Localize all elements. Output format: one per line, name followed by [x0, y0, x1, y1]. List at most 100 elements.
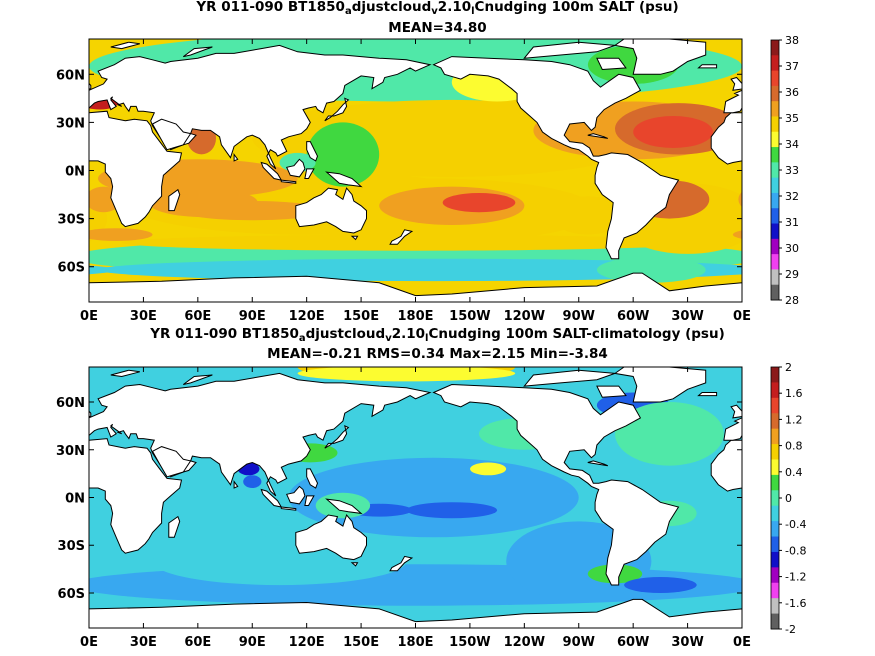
- x-tick-label: 180E: [397, 309, 433, 324]
- colorbar-swatch: [771, 177, 779, 194]
- colorbar-swatch: [771, 551, 779, 568]
- y-tick-label: 30S: [58, 539, 85, 554]
- colorbar-swatch: [771, 85, 779, 102]
- colorbar: 38 37 36 35 34 33 32 31 30 29 28: [770, 34, 799, 307]
- colorbar-label: -1.2: [785, 571, 806, 584]
- land-uk: [730, 404, 742, 419]
- colorbar-swatch: [771, 208, 779, 225]
- land-tasmania: [350, 562, 359, 567]
- salinity-contour: [751, 259, 875, 281]
- colorbar-swatch: [771, 284, 779, 301]
- land-borneo: [285, 158, 306, 178]
- salinity-contour: [742, 31, 875, 102]
- land-africa: [89, 110, 183, 228]
- x-tick-label: 0E: [80, 635, 98, 650]
- y-tick-label: 60S: [58, 587, 85, 602]
- salinity-contour: [89, 578, 107, 592]
- land-sulawesi: [304, 168, 315, 179]
- salinity-contour: [840, 122, 869, 154]
- colorbar-label: 31: [785, 216, 799, 229]
- colorbar-swatch: [771, 101, 779, 117]
- colorbar-label: 29: [785, 268, 799, 281]
- y-tick-label: 30N: [56, 444, 85, 459]
- x-tick-label: 120W: [504, 309, 545, 324]
- land-novaya: [183, 46, 213, 58]
- x-tick-label: 0E: [733, 309, 751, 324]
- colorbar-swatch: [771, 192, 779, 209]
- colorbar-label: 2: [785, 361, 792, 374]
- x-tick-label: 0E: [733, 635, 751, 650]
- x-tick-label: 90W: [563, 635, 595, 650]
- land-iceland: [697, 64, 718, 69]
- y-tick-label: 60N: [56, 396, 85, 411]
- land-africa: [710, 439, 742, 492]
- colorbar-label: 34: [785, 138, 799, 151]
- salinity-contour: [724, 250, 742, 264]
- land-americas: [432, 383, 680, 586]
- colorbar-label: 0.8: [785, 440, 803, 453]
- salinity-contour: [0, 116, 60, 148]
- colorbar-swatch: [771, 474, 779, 491]
- colorbar-swatch: [771, 505, 779, 522]
- y-tick-label: 60N: [56, 68, 85, 83]
- x-tick-label: 150W: [449, 309, 490, 324]
- salinity-contour: [0, 501, 44, 526]
- salinity-contour: [738, 191, 742, 208]
- top-panel-mean: MEAN=34.80: [388, 20, 487, 36]
- x-tick-label: 60E: [184, 635, 211, 650]
- colorbar-swatch: [771, 254, 779, 270]
- colorbar-label: 37: [785, 60, 799, 73]
- colorbar-label: 30: [785, 242, 799, 255]
- colorbar-swatch: [771, 147, 779, 163]
- land-newguinea: [325, 171, 363, 188]
- colorbar-swatch: [771, 116, 779, 133]
- land-svalbard: [110, 41, 140, 50]
- salinity-contour: [89, 250, 107, 264]
- salinity-contour: [243, 475, 262, 488]
- land-nz: [389, 229, 414, 245]
- x-tick-label: 120E: [289, 635, 325, 650]
- land-newguinea: [325, 498, 363, 515]
- colorbar-label: -2: [785, 623, 796, 636]
- land-antarctica: [89, 272, 742, 302]
- salinity-contour: [624, 577, 697, 593]
- x-tick-label: 120W: [504, 635, 545, 650]
- y-tick-label: 30S: [58, 213, 85, 228]
- salinity-contour: [615, 402, 724, 466]
- land-madagascar: [168, 188, 181, 212]
- salinity-contour: [442, 193, 516, 213]
- land-antarctica: [89, 598, 742, 628]
- x-tick-label: 30E: [130, 309, 157, 324]
- land-svalbard: [110, 369, 140, 378]
- colorbar-label: 36: [785, 86, 799, 99]
- colorbar-label: 1.2: [785, 413, 803, 426]
- salinity-contour: [297, 367, 516, 382]
- y-tick-label: 0N: [65, 165, 85, 180]
- salinity-contour: [732, 230, 742, 239]
- colorbar-swatch: [771, 162, 779, 179]
- colorbar-swatch: [771, 397, 779, 414]
- y-tick-label: 0N: [65, 492, 85, 507]
- salinity-contour: [551, 196, 625, 235]
- salinity-contour: [121, 234, 703, 251]
- x-tick-label: 90E: [239, 309, 266, 324]
- colorbar-swatch: [771, 521, 779, 538]
- salinity-contour: [724, 578, 742, 592]
- land-australia: [295, 187, 367, 234]
- salinity-contour: [125, 526, 271, 558]
- colorbar-label: 28: [785, 294, 799, 307]
- x-tick-label: 60E: [184, 309, 211, 324]
- x-tick-label: 150E: [343, 635, 379, 650]
- colorbar-label: 33: [785, 164, 799, 177]
- salinity-contour: [0, 31, 89, 102]
- land-srilanka: [233, 480, 239, 489]
- colorbar-label: -0.4: [785, 518, 806, 531]
- colorbar-swatch: [771, 40, 779, 56]
- land-americas: [432, 56, 680, 260]
- land-africa: [710, 112, 742, 165]
- land-japan: [324, 425, 350, 449]
- x-tick-label: 30E: [130, 635, 157, 650]
- colorbar-swatch: [771, 413, 779, 430]
- colorbar-swatch: [771, 598, 779, 615]
